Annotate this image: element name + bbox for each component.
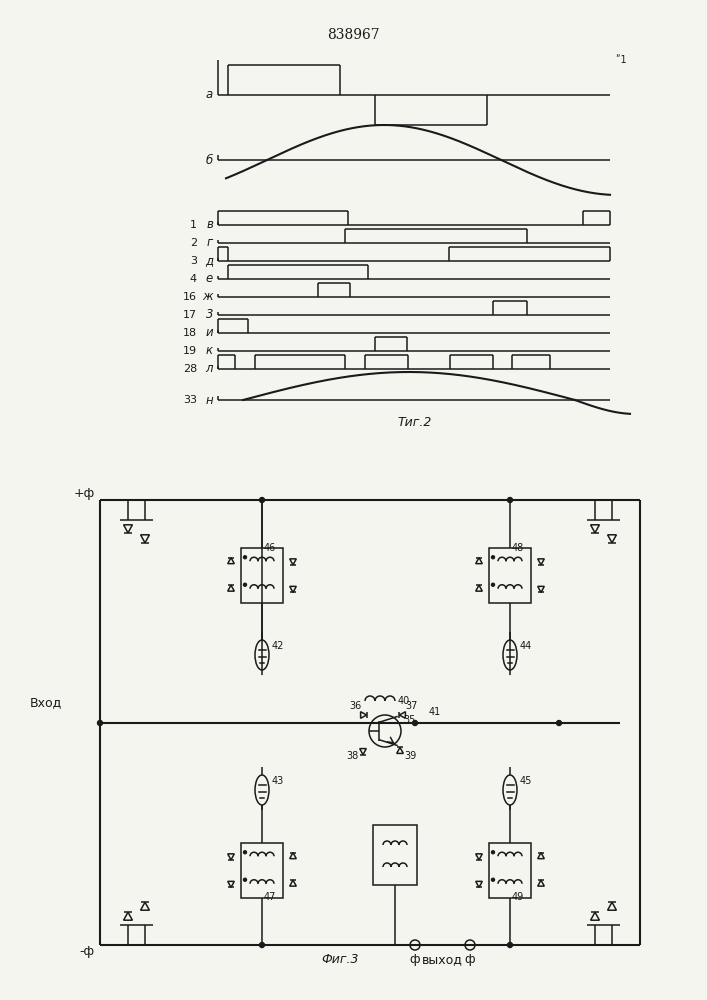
Bar <box>373 825 417 885</box>
Text: 39: 39 <box>404 751 416 761</box>
Text: л: л <box>206 362 213 375</box>
Text: 45: 45 <box>520 776 532 786</box>
Text: д: д <box>205 254 213 267</box>
Text: 28: 28 <box>182 364 197 374</box>
Circle shape <box>491 878 494 881</box>
Circle shape <box>259 497 264 502</box>
Text: 49: 49 <box>512 892 525 902</box>
Text: а: а <box>206 89 213 102</box>
Circle shape <box>491 583 494 586</box>
Text: 40: 40 <box>398 696 410 706</box>
Text: 17: 17 <box>183 310 197 320</box>
Circle shape <box>243 878 247 881</box>
Text: 42: 42 <box>272 641 284 651</box>
Text: ф: ф <box>464 953 475 966</box>
Text: 38: 38 <box>346 751 359 761</box>
Text: 35: 35 <box>403 715 416 725</box>
Text: 2: 2 <box>190 238 197 248</box>
Circle shape <box>243 851 247 854</box>
Text: -ф: -ф <box>80 944 95 958</box>
Text: 3: 3 <box>206 308 213 322</box>
Text: к: к <box>206 344 213 358</box>
Circle shape <box>491 556 494 559</box>
Text: 44: 44 <box>520 641 532 651</box>
Text: 41: 41 <box>429 707 441 717</box>
Text: 33: 33 <box>183 395 197 405</box>
Text: ж: ж <box>202 290 213 304</box>
Text: Вход: Вход <box>30 696 62 710</box>
Text: Фиг.3: Фиг.3 <box>321 953 358 966</box>
Circle shape <box>491 851 494 854</box>
Text: 48: 48 <box>512 543 525 553</box>
Text: в: в <box>206 219 213 232</box>
Text: 838967: 838967 <box>327 28 380 42</box>
Circle shape <box>259 942 264 948</box>
Bar <box>241 548 283 602</box>
Bar <box>241 842 283 898</box>
Text: выход: выход <box>422 953 463 966</box>
Text: 36: 36 <box>349 701 361 711</box>
Bar <box>489 842 531 898</box>
Text: ʹʹ1: ʹʹ1 <box>615 55 626 65</box>
Text: 3: 3 <box>190 256 197 266</box>
Circle shape <box>412 720 418 726</box>
Bar <box>489 548 531 602</box>
Text: и: и <box>205 326 213 340</box>
Text: г: г <box>207 236 213 249</box>
Text: н: н <box>205 393 213 406</box>
Circle shape <box>508 497 513 502</box>
Circle shape <box>243 583 247 586</box>
Text: 16: 16 <box>183 292 197 302</box>
Text: 46: 46 <box>264 543 276 553</box>
Text: е: е <box>206 272 213 286</box>
Text: б: б <box>206 153 213 166</box>
Circle shape <box>243 556 247 559</box>
Circle shape <box>508 942 513 948</box>
Text: ф: ф <box>409 953 421 966</box>
Circle shape <box>556 720 561 726</box>
Text: Τиг.2: Τиг.2 <box>398 416 432 428</box>
Text: 4: 4 <box>190 274 197 284</box>
Text: 37: 37 <box>405 701 417 711</box>
Text: 18: 18 <box>183 328 197 338</box>
Text: 47: 47 <box>264 892 276 902</box>
Circle shape <box>98 720 103 726</box>
Text: 43: 43 <box>272 776 284 786</box>
Text: 19: 19 <box>183 346 197 356</box>
Text: 1: 1 <box>190 220 197 230</box>
Text: +ф: +ф <box>74 488 95 500</box>
